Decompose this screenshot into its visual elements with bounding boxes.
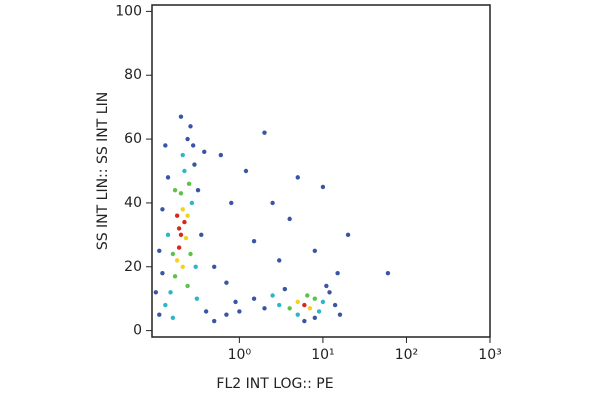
point: [335, 270, 340, 276]
point: [174, 213, 180, 218]
point: [295, 175, 300, 180]
point: [327, 290, 332, 295]
point: [157, 312, 162, 317]
point: [186, 181, 192, 186]
point: [203, 309, 209, 314]
point: [199, 232, 204, 238]
point: [157, 248, 162, 254]
point: [180, 264, 185, 269]
x-axis-label: FL2 INT LOG:: PE: [216, 376, 333, 392]
point: [193, 264, 198, 269]
y-tick-label: 0: [133, 323, 142, 339]
point: [182, 219, 187, 225]
point: [212, 264, 217, 269]
point: [185, 283, 190, 289]
point: [160, 207, 165, 212]
point: [385, 270, 391, 276]
point: [163, 302, 168, 308]
point: [172, 187, 178, 193]
y-tick-label: 40: [124, 195, 142, 211]
point: [237, 309, 242, 314]
y-tick-label: 80: [124, 67, 142, 83]
point: [277, 258, 282, 263]
point: [195, 187, 201, 193]
x-tick-label: 10²: [395, 347, 418, 363]
point: [182, 168, 187, 174]
point: [312, 296, 318, 301]
point: [305, 293, 310, 298]
point: [277, 302, 282, 308]
point: [302, 318, 307, 324]
x-tick-label: 10⁰: [228, 347, 252, 363]
point: [165, 232, 171, 238]
x-tick-label: 10³: [478, 347, 501, 363]
point: [316, 309, 322, 314]
point: [307, 306, 313, 311]
point: [183, 235, 189, 241]
point: [172, 274, 178, 279]
point: [212, 318, 217, 324]
point: [163, 143, 168, 148]
point: [233, 299, 238, 305]
y-tick-label: 100: [115, 3, 142, 19]
y-axis-label: SS INT LIN:: SS INT LIN: [95, 92, 111, 250]
point: [320, 184, 326, 190]
point: [188, 251, 193, 257]
point: [345, 232, 351, 238]
point: [320, 299, 326, 305]
point: [262, 306, 267, 311]
point: [324, 283, 329, 289]
point: [262, 130, 267, 135]
point: [185, 213, 190, 218]
point: [165, 175, 171, 180]
point: [243, 168, 249, 174]
point: [178, 191, 184, 196]
point: [229, 200, 234, 206]
point: [218, 152, 224, 158]
point: [270, 200, 275, 206]
point: [282, 286, 288, 292]
point: [176, 245, 182, 250]
point: [178, 114, 184, 119]
point: [168, 290, 173, 295]
y-tick-label: 20: [124, 259, 142, 275]
point: [189, 200, 195, 206]
point: [302, 302, 307, 308]
point: [332, 302, 338, 308]
point: [287, 216, 292, 222]
point: [202, 149, 207, 155]
point: [337, 312, 343, 317]
point: [287, 306, 292, 311]
point: [190, 143, 196, 148]
point: [188, 124, 193, 129]
point: [153, 290, 159, 295]
point: [295, 299, 300, 305]
point: [251, 296, 257, 301]
point: [170, 251, 176, 257]
point: [176, 226, 182, 231]
point: [295, 312, 300, 317]
point: [194, 296, 200, 301]
point: [180, 152, 185, 158]
point: [180, 207, 185, 212]
plot-frame: [151, 4, 491, 338]
point: [251, 239, 257, 244]
point: [224, 280, 229, 285]
point: [178, 232, 184, 238]
y-tick-label: 60: [124, 131, 142, 147]
point: [185, 136, 190, 142]
point: [312, 315, 318, 321]
point: [192, 162, 197, 167]
point: [174, 258, 180, 263]
point: [270, 293, 275, 298]
point: [160, 270, 165, 276]
point: [224, 312, 229, 317]
x-tick-label: 10¹: [311, 347, 334, 363]
point: [312, 248, 318, 254]
point: [170, 315, 176, 321]
